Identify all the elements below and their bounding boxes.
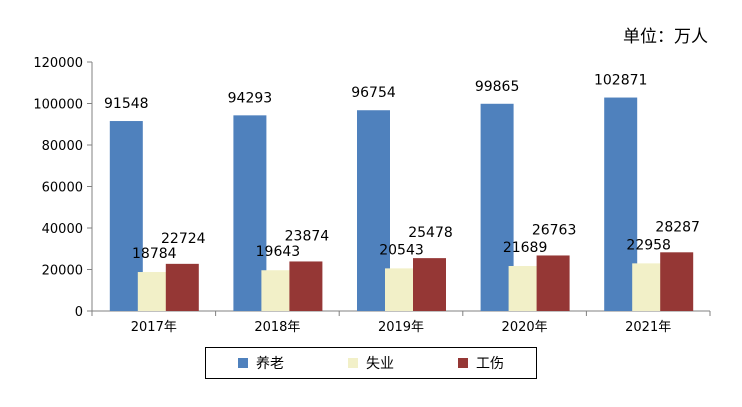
data-label-pension: 99865	[475, 79, 520, 95]
legend-label-injury: 工伤	[476, 356, 504, 372]
y-tick-label: 40000	[42, 222, 83, 237]
data-label-injury: 26763	[532, 222, 577, 238]
data-label-unemployment: 18784	[132, 246, 177, 262]
bar-unemployment	[632, 263, 666, 311]
y-tick-label: 0	[75, 305, 83, 320]
legend-label-unemployment: 失业	[366, 356, 394, 372]
data-label-pension: 91548	[104, 96, 149, 112]
x-tick-label: 2017年	[131, 320, 177, 335]
bar-pension	[233, 115, 267, 311]
bar-pension	[604, 97, 638, 312]
bar-injury	[536, 255, 570, 311]
x-tick-label: 2018年	[254, 320, 300, 335]
bar-injury	[289, 261, 323, 311]
bar-injury	[165, 263, 199, 311]
legend-swatch-pension	[238, 358, 248, 368]
y-tick-label: 100000	[33, 98, 83, 113]
bar-pension	[109, 121, 143, 311]
bar-injury	[413, 258, 446, 311]
x-tick-label: 2020年	[502, 320, 548, 335]
bar-unemployment	[385, 268, 418, 311]
bar-pension	[480, 103, 514, 312]
legend-label-pension: 养老	[256, 356, 284, 372]
legend-swatch-unemployment	[348, 358, 358, 368]
data-label-pension: 96754	[351, 85, 396, 101]
data-label-injury: 22724	[161, 231, 206, 247]
bar-unemployment	[508, 265, 542, 311]
data-label-unemployment: 20543	[379, 242, 424, 258]
x-tick-label: 2019年	[378, 320, 424, 335]
bar-pension	[357, 110, 390, 312]
y-tick-label: 20000	[42, 264, 83, 279]
bar-unemployment	[261, 270, 295, 311]
chart-axes: 0 20000 40000 60000 80000 100000 120000 2017年 20…	[33, 56, 711, 335]
legend-item-injury: 工伤	[458, 353, 504, 373]
data-label-pension: 94293	[228, 90, 273, 106]
chart-legend: 养老 失业 工伤	[205, 347, 537, 379]
data-label-injury: 25478	[408, 225, 453, 241]
data-label-unemployment: 19643	[256, 244, 301, 260]
bar-unemployment	[137, 272, 171, 311]
data-label-unemployment: 21689	[503, 240, 548, 256]
x-tick-label: 2021年	[625, 320, 671, 335]
bar-chart: 0 20000 40000 60000 80000 100000 120000 2017年 20…	[33, 56, 711, 335]
data-label-unemployment: 22958	[626, 237, 671, 253]
data-label-pension: 102871	[594, 73, 647, 89]
legend-item-unemployment: 失业	[348, 353, 394, 373]
legend-swatch-injury	[458, 358, 468, 368]
unit-label: 单位：万人	[623, 27, 708, 47]
y-tick-label: 80000	[42, 139, 83, 154]
bar-injury	[660, 252, 694, 311]
y-tick-label: 120000	[33, 56, 83, 71]
chart-bars	[109, 97, 694, 312]
y-tick-label: 60000	[42, 181, 83, 196]
legend-item-pension: 养老	[238, 353, 284, 373]
data-label-injury: 23874	[285, 228, 330, 244]
data-label-injury: 28287	[655, 219, 700, 235]
